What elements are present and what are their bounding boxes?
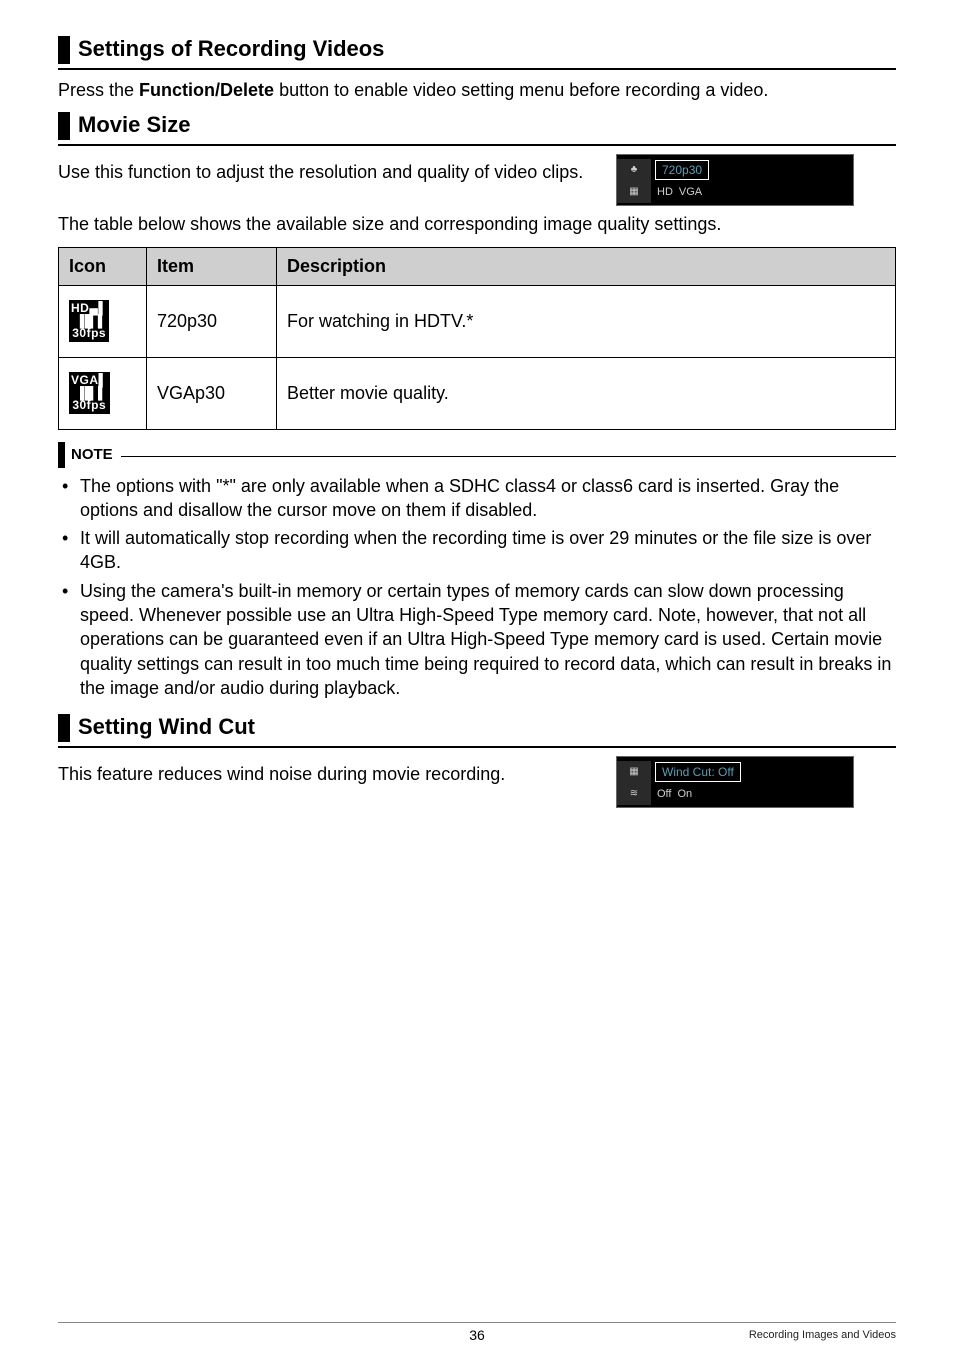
table-header-icon: Icon xyxy=(59,247,147,285)
section-heading-recording: Settings of Recording Videos xyxy=(58,36,896,70)
table-header-desc: Description xyxy=(277,247,896,285)
table-row: VGA▌ ▐█▐ 30fps VGAp30 Better movie quali… xyxy=(59,357,896,429)
ss-left-icon: ▦ xyxy=(629,767,638,777)
moviesize-screenshot: ♣ 720p30 ▦ HD VGA xyxy=(616,154,854,206)
recording-body: Press the Function/Delete button to enab… xyxy=(58,78,896,102)
hd-icon: HD▄▌ ▐█▐ 30fps xyxy=(69,300,109,342)
table-row: HD▄▌ ▐█▐ 30fps 720p30 For watching in HD… xyxy=(59,285,896,357)
moviesize-table: Icon Item Description HD▄▌ ▐█▐ 30fps 720… xyxy=(58,247,896,430)
table-cell-desc: For watching in HDTV.* xyxy=(277,285,896,357)
table-cell-desc: Better movie quality. xyxy=(277,357,896,429)
note-bar-icon xyxy=(58,442,65,468)
footer-crumb: Recording Images and Videos xyxy=(749,1329,896,1341)
heading-bar-icon xyxy=(58,112,70,140)
ss-option: On xyxy=(677,789,692,800)
ss-left-icon: ▦ xyxy=(629,187,638,197)
windcut-body: This feature reduces wind noise during m… xyxy=(58,762,598,786)
note-item: Using the camera's built-in memory or ce… xyxy=(80,579,896,700)
moviesize-table-intro: The table below shows the available size… xyxy=(58,212,896,236)
vga-icon: VGA▌ ▐█▐ 30fps xyxy=(69,372,110,414)
section-heading-windcut: Setting Wind Cut xyxy=(58,714,896,748)
ss-left-icon: ♣ xyxy=(631,165,638,175)
note-label: NOTE xyxy=(71,446,121,463)
note-item: It will automatically stop recording whe… xyxy=(80,526,896,575)
recording-body-suffix: button to enable video setting menu befo… xyxy=(274,80,768,100)
section-heading-moviesize: Movie Size xyxy=(58,112,896,146)
windcut-screenshot: ▦ Wind Cut: Off ≋ Off On xyxy=(616,756,854,808)
moviesize-body: Use this function to adjust the resoluti… xyxy=(58,160,598,184)
table-cell-item: VGAp30 xyxy=(147,357,277,429)
heading-title: Settings of Recording Videos xyxy=(78,36,384,68)
note-rule-line xyxy=(121,456,896,457)
note-list: The options with "*" are only available … xyxy=(58,474,896,701)
heading-title: Setting Wind Cut xyxy=(78,714,255,746)
page-footer: 36 Recording Images and Videos xyxy=(58,1322,896,1343)
ss-selected-label: 720p30 xyxy=(655,160,709,180)
heading-bar-icon xyxy=(58,714,70,742)
ss-selected-label: Wind Cut: Off xyxy=(655,762,741,782)
note-heading: NOTE xyxy=(58,442,896,468)
recording-body-prefix: Press the xyxy=(58,80,139,100)
table-header-item: Item xyxy=(147,247,277,285)
ss-option: Off xyxy=(657,789,671,800)
heading-title: Movie Size xyxy=(78,112,190,144)
note-item: The options with "*" are only available … xyxy=(80,474,896,523)
ss-option: HD xyxy=(657,187,673,198)
ss-left-icon: ≋ xyxy=(630,789,638,799)
heading-bar-icon xyxy=(58,36,70,64)
table-cell-item: 720p30 xyxy=(147,285,277,357)
ss-option: VGA xyxy=(679,187,702,198)
recording-body-bold: Function/Delete xyxy=(139,80,274,100)
